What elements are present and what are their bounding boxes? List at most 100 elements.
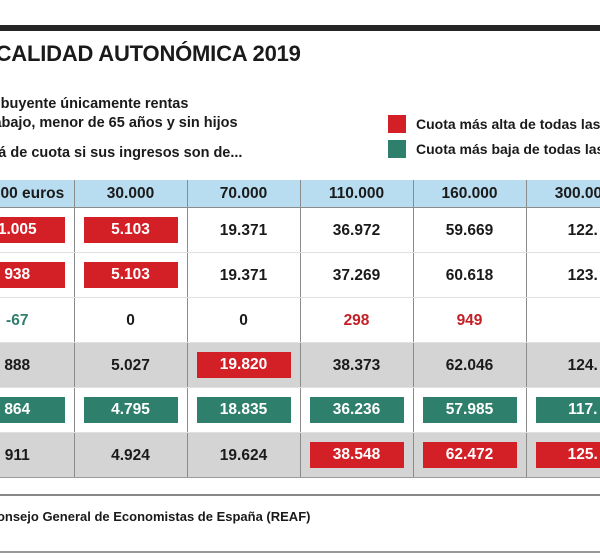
table-cell: 59.669 bbox=[413, 207, 527, 253]
table-cell: 4.795 bbox=[74, 387, 188, 433]
table-cell: 5.103 bbox=[74, 252, 188, 298]
table-cell: -67 bbox=[0, 297, 75, 343]
value-chip-highest: 19.820 bbox=[196, 352, 291, 378]
value-chip-highest: 62.472 bbox=[422, 442, 517, 468]
table-cell: 36.236 bbox=[300, 387, 414, 433]
value-text: 911 bbox=[4, 446, 30, 464]
value-text: 0 bbox=[239, 311, 248, 329]
value-chip-lowest: 117. bbox=[535, 397, 600, 423]
value-chip-highest: 125. bbox=[535, 442, 600, 468]
table-cell: 949 bbox=[413, 297, 527, 343]
value-text: 888 bbox=[4, 356, 31, 374]
column-header-4: 160.000 bbox=[413, 180, 527, 208]
fiscal-table: 16.000 euros30.00070.000110.000160.00030… bbox=[0, 180, 600, 478]
table-cell: 1.005 bbox=[0, 207, 75, 253]
table-cell: 0 bbox=[74, 297, 188, 343]
legend-label-lowest: Cuota más baja de todas las CCAA bbox=[416, 141, 600, 157]
value-text: 123. bbox=[567, 266, 598, 284]
value-text: 122. bbox=[567, 221, 598, 239]
table-cell bbox=[526, 297, 600, 343]
table-cell: 911 bbox=[0, 432, 75, 478]
table-cell: 19.371 bbox=[187, 252, 301, 298]
table-row: 864 4.795 18.835 36.236 57.985 117. bbox=[0, 387, 600, 433]
value-text: 19.371 bbox=[219, 221, 268, 239]
value-text: 38.373 bbox=[332, 356, 381, 374]
footer-divider-rule bbox=[0, 494, 600, 496]
table-cell: 19.820 bbox=[187, 342, 301, 388]
table-cell: 5.027 bbox=[74, 342, 188, 388]
value-chip-lowest: 36.236 bbox=[309, 397, 404, 423]
fiscal-table-container: 16.000 euros30.00070.000110.000160.00030… bbox=[0, 180, 600, 478]
table-cell: 888 bbox=[0, 342, 75, 388]
table-cell: 5.103 bbox=[74, 207, 188, 253]
top-divider-rule bbox=[0, 25, 600, 31]
value-chip-highest: 38.548 bbox=[309, 442, 404, 468]
value-text: 60.618 bbox=[445, 266, 494, 284]
table-cell: 0 bbox=[187, 297, 301, 343]
value-text: 0 bbox=[126, 311, 135, 329]
value-text-red: 949 bbox=[456, 311, 483, 329]
table-cell: 57.985 bbox=[413, 387, 527, 433]
value-text: 36.972 bbox=[332, 221, 381, 239]
value-chip-lowest: 864 bbox=[0, 397, 65, 423]
table-cell: 18.835 bbox=[187, 387, 301, 433]
table-row: 911 4.924 19.624 38.548 62.472 125. bbox=[0, 432, 600, 478]
table-cell: 19.371 bbox=[187, 207, 301, 253]
table-row: 938 5.103 19.371 37.269 60.618 123. bbox=[0, 252, 600, 298]
column-header-5: 300.000 bbox=[526, 180, 600, 208]
table-cell: 938 bbox=[0, 252, 75, 298]
table-row: -67 0 0 298 949 bbox=[0, 297, 600, 343]
value-chip-lowest: 57.985 bbox=[422, 397, 517, 423]
subtitle-line-2: del trabajo, menor de 65 años y sin hijo… bbox=[0, 115, 238, 131]
source-credit: Fuente: Consejo General de Economistas d… bbox=[0, 509, 311, 524]
value-text: 5.027 bbox=[111, 356, 150, 374]
value-text: 124. bbox=[567, 356, 598, 374]
value-chip-lowest: 4.795 bbox=[83, 397, 178, 423]
table-cell: 19.624 bbox=[187, 432, 301, 478]
table-cell: 123. bbox=[526, 252, 600, 298]
table-cell: 38.373 bbox=[300, 342, 414, 388]
value-chip-highest: 5.103 bbox=[83, 217, 178, 243]
table-body: 1.005 5.103 19.371 36.972 59.669 122. 938 5.103… bbox=[0, 207, 600, 478]
value-chip-highest: 5.103 bbox=[83, 262, 178, 288]
legend-item-highest: Cuota más alta de todas las CCAA bbox=[388, 113, 600, 135]
subtitle-block: Contribuyente únicamente rentas del trab… bbox=[0, 95, 358, 163]
column-header-0: 16.000 euros bbox=[0, 180, 75, 208]
table-cell: 298 bbox=[300, 297, 414, 343]
table-header-row: 16.000 euros30.00070.000110.000160.00030… bbox=[0, 180, 600, 208]
table-cell: 4.924 bbox=[74, 432, 188, 478]
subtitle-line-1: Contribuyente únicamente rentas bbox=[0, 96, 189, 112]
column-header-1: 30.000 bbox=[74, 180, 188, 208]
table-cell: 37.269 bbox=[300, 252, 414, 298]
column-header-2: 70.000 bbox=[187, 180, 301, 208]
value-chip-highest: 938 bbox=[0, 262, 65, 288]
value-text: 37.269 bbox=[332, 266, 381, 284]
table-cell: 62.046 bbox=[413, 342, 527, 388]
value-text-red: 298 bbox=[343, 311, 370, 329]
value-text: 62.046 bbox=[445, 356, 494, 374]
value-chip-lowest: 18.835 bbox=[196, 397, 291, 423]
value-text: 59.669 bbox=[445, 221, 494, 239]
table-cell: 38.548 bbox=[300, 432, 414, 478]
red-swatch-icon bbox=[388, 115, 406, 133]
value-chip-highest: 1.005 bbox=[0, 217, 65, 243]
column-header-3: 110.000 bbox=[300, 180, 414, 208]
legend-item-lowest: Cuota más baja de todas las CCAA bbox=[388, 138, 600, 160]
table-cell: 122. bbox=[526, 207, 600, 253]
subtitle-line-3: Pagará de cuota si sus ingresos son de..… bbox=[0, 145, 243, 161]
table-header: 16.000 euros30.00070.000110.000160.00030… bbox=[0, 180, 600, 208]
green-swatch-icon bbox=[388, 140, 406, 158]
table-cell: 60.618 bbox=[413, 252, 527, 298]
table-cell: 125. bbox=[526, 432, 600, 478]
table-cell: 62.472 bbox=[413, 432, 527, 478]
table-row: 888 5.027 19.820 38.373 62.046 124. bbox=[0, 342, 600, 388]
value-text: 19.371 bbox=[219, 266, 268, 284]
table-cell: 117. bbox=[526, 387, 600, 433]
legend-label-highest: Cuota más alta de todas las CCAA bbox=[416, 116, 600, 132]
value-text-green: -67 bbox=[6, 311, 29, 329]
table-row: 1.005 5.103 19.371 36.972 59.669 122. bbox=[0, 207, 600, 253]
table-cell: 124. bbox=[526, 342, 600, 388]
table-cell: 864 bbox=[0, 387, 75, 433]
value-text: 4.924 bbox=[111, 446, 150, 464]
bottom-divider-rule bbox=[0, 551, 600, 553]
